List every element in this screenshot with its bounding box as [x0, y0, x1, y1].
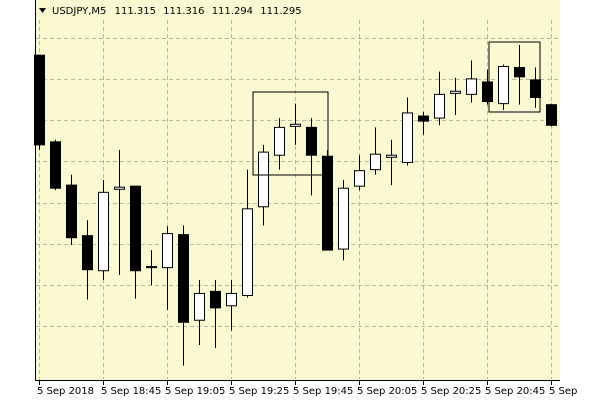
menu-triangle[interactable] [39, 8, 46, 13]
candle-body [338, 187, 349, 250]
x-tick-label: 5 Sep 20:25 [421, 386, 481, 397]
candle-body [466, 78, 477, 95]
ohlc-close: 111.295 [260, 6, 301, 17]
candle-body [82, 235, 93, 271]
ohlc-open: 111.315 [115, 6, 156, 17]
candle-body [98, 191, 109, 272]
candle-body [114, 186, 125, 190]
candle-body [242, 208, 253, 296]
candle-body [434, 93, 445, 119]
candle-body [498, 66, 509, 105]
x-tick-label: 5 Sep [549, 386, 577, 397]
candle-body [418, 115, 429, 122]
candle-body [258, 151, 269, 208]
grid [36, 20, 560, 380]
candle-body [50, 141, 61, 189]
candle-body [130, 185, 141, 272]
candle-body [402, 112, 413, 163]
ohlc-high: 111.316 [163, 6, 204, 17]
candle-body [386, 154, 397, 158]
annotation-box [488, 41, 541, 113]
candle-body [178, 234, 189, 323]
candle-body [546, 104, 557, 126]
candle-body [450, 90, 461, 94]
candle-body [370, 153, 381, 171]
candle-body [274, 126, 285, 156]
candle-body [210, 290, 221, 309]
candle-body [226, 292, 237, 307]
candles [34, 44, 557, 366]
candle-body [306, 126, 317, 156]
x-tick-label: 5 Sep 2018 [37, 386, 94, 397]
candle-body [290, 123, 301, 127]
x-tick-label: 5 Sep 19:45 [293, 386, 353, 397]
candle-body [162, 233, 173, 269]
chart-header: USDJPY,M5 111.315 111.316 111.294 111.29… [52, 6, 302, 17]
x-tick-label: 5 Sep 20:05 [357, 386, 417, 397]
x-tick-label: 5 Sep 18:45 [101, 386, 161, 397]
x-tick-label: 5 Sep 19:25 [229, 386, 289, 397]
plot-background [35, 0, 560, 381]
candle-body [354, 170, 365, 187]
candle-body [194, 292, 205, 321]
candle-body [514, 67, 525, 78]
x-tick-label: 5 Sep 20:45 [485, 386, 545, 397]
candle-body [146, 266, 157, 269]
ohlc-low: 111.294 [212, 6, 253, 17]
x-tick-label: 5 Sep 19:05 [165, 386, 225, 397]
candle-body [34, 54, 45, 146]
candle-body [530, 79, 541, 98]
candle-body [66, 184, 77, 239]
chart-title: USDJPY,M5 [52, 6, 106, 17]
annotation-box [252, 91, 329, 176]
candle-body [482, 81, 493, 103]
